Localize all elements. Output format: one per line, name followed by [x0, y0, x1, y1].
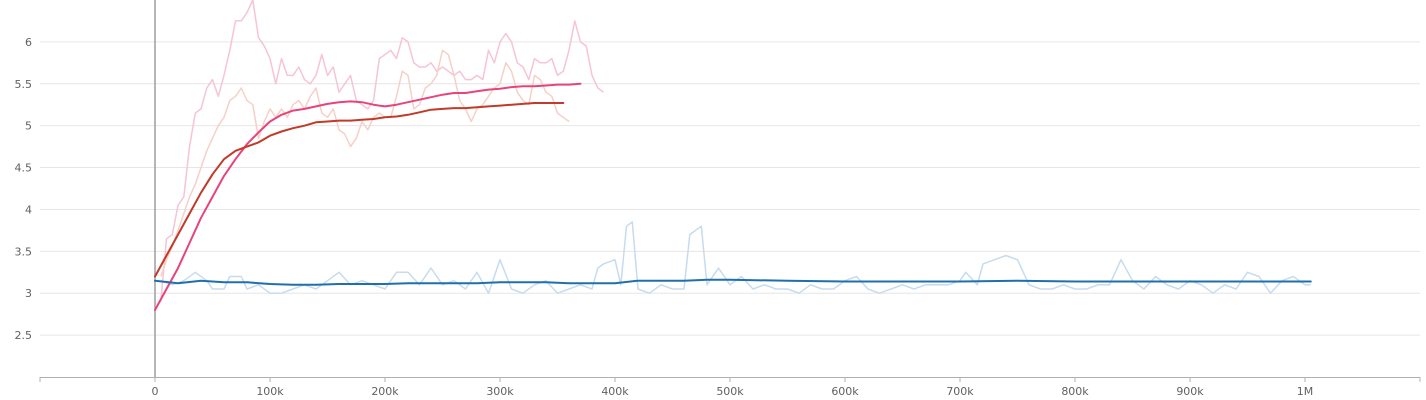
- y-tick-label: 3: [25, 287, 32, 300]
- x-tick-label: 500k: [716, 385, 744, 398]
- y-tick-label: 4.5: [15, 162, 33, 175]
- x-tick-labels: 0 100k 200k 300k 400k 500k 600k 700k 800k 900k 1M: [152, 385, 1314, 398]
- smoothed-series: [154, 82, 1312, 311]
- x-tick-label: 0: [152, 385, 159, 398]
- y-tick-labels: 2.5 3 3.5 4 4.5 5 5.5 6: [15, 36, 33, 342]
- smoothed-series-line-2: [154, 102, 565, 278]
- x-tick-label: 400k: [601, 385, 629, 398]
- y-tick-label: 2.5: [15, 329, 33, 342]
- grid-lines: [40, 41, 1420, 336]
- y-tick-label: 3.5: [15, 245, 33, 258]
- x-tick-label: 700k: [946, 385, 974, 398]
- axes: [39, 0, 1421, 382]
- y-tick-label: 5: [25, 120, 32, 133]
- raw-series-line-3: [160, 221, 1311, 294]
- x-tick-label: 300k: [486, 385, 514, 398]
- y-tick-label: 6: [25, 36, 32, 49]
- smoothed-series-line-1: [154, 82, 582, 311]
- x-tick-label: 800k: [1061, 385, 1089, 398]
- raw-series-line-2: [160, 49, 570, 277]
- x-tick-label: 600k: [831, 385, 859, 398]
- raw-series-line-1: [160, 0, 604, 302]
- x-tick-label: 100k: [256, 385, 284, 398]
- x-tick-label: 900k: [1176, 385, 1204, 398]
- raw-series: [160, 0, 1311, 302]
- x-tick-label: 200k: [371, 385, 399, 398]
- smoothed-series-line-3: [154, 278, 1312, 286]
- y-tick-label: 4: [25, 203, 32, 216]
- x-tick-label: 1M: [1297, 385, 1314, 398]
- y-tick-label: 5.5: [15, 78, 33, 91]
